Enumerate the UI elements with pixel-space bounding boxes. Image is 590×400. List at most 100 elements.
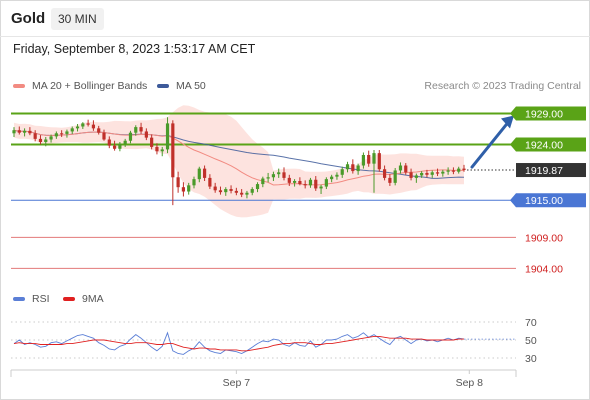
candle bbox=[255, 182, 260, 193]
bollinger-band-layer bbox=[14, 105, 464, 218]
candle bbox=[144, 128, 148, 141]
projection-arrow-head bbox=[501, 115, 514, 129]
candle-body bbox=[70, 128, 74, 132]
legend-rsi: RSI bbox=[13, 293, 50, 305]
candle bbox=[176, 171, 180, 193]
candle bbox=[128, 130, 133, 144]
candle bbox=[319, 184, 323, 194]
candle bbox=[425, 169, 429, 178]
level-tag-1 bbox=[510, 137, 586, 152]
candle-body bbox=[441, 171, 445, 174]
candle bbox=[356, 163, 360, 175]
candle bbox=[192, 176, 196, 189]
candle bbox=[372, 150, 376, 193]
candle bbox=[224, 187, 228, 196]
time-tick-label: Sep 7 bbox=[223, 377, 251, 389]
level-label-3: 1915.00 bbox=[525, 195, 563, 207]
candle-body bbox=[303, 184, 307, 186]
candle bbox=[367, 150, 371, 167]
candle bbox=[234, 187, 238, 196]
candle bbox=[49, 134, 53, 143]
candle-body bbox=[292, 180, 297, 183]
legend-ma20-swatch bbox=[13, 84, 25, 88]
level-label-5: 1904.00 bbox=[525, 263, 563, 275]
candle bbox=[351, 159, 355, 174]
candle bbox=[292, 179, 297, 187]
candle bbox=[17, 126, 21, 135]
candle-body bbox=[298, 180, 302, 185]
candle-body bbox=[425, 172, 429, 175]
candle-body bbox=[160, 149, 164, 152]
candle bbox=[303, 180, 307, 189]
candle bbox=[187, 182, 191, 195]
candle bbox=[462, 164, 466, 172]
candle-body bbox=[277, 172, 281, 175]
candle-body bbox=[351, 164, 355, 172]
candle-body bbox=[330, 176, 334, 180]
candle-body bbox=[372, 153, 376, 164]
candle bbox=[208, 174, 212, 190]
candle-body bbox=[202, 168, 207, 178]
legend-9ma: 9MA bbox=[63, 293, 104, 305]
candle-body bbox=[314, 179, 318, 189]
candle-body bbox=[22, 130, 27, 133]
candle bbox=[139, 122, 143, 134]
candle-body bbox=[287, 177, 291, 183]
candle-body bbox=[171, 123, 175, 178]
candle-body bbox=[97, 128, 101, 133]
candle bbox=[65, 129, 69, 138]
candle bbox=[414, 173, 418, 183]
current-price-tag bbox=[516, 163, 586, 178]
candle-body bbox=[33, 133, 37, 139]
rsi-tick-label: 70 bbox=[525, 317, 537, 329]
candle bbox=[314, 176, 318, 191]
timeframe-badge[interactable]: 30 MIN bbox=[51, 8, 104, 30]
time-axis: Sep 7 Sep 8 bbox=[10, 369, 517, 389]
projection-arrow-shaft bbox=[470, 120, 510, 169]
candle-body bbox=[250, 189, 254, 193]
candle bbox=[250, 187, 254, 196]
candle bbox=[271, 171, 276, 181]
candle-body bbox=[446, 170, 450, 172]
candle bbox=[213, 182, 217, 193]
candle bbox=[441, 169, 445, 177]
candle-body bbox=[112, 145, 117, 149]
instrument-title: Gold bbox=[11, 10, 46, 27]
legend-9ma-swatch bbox=[63, 297, 75, 301]
candle bbox=[240, 189, 244, 198]
candle bbox=[409, 168, 413, 181]
candle bbox=[245, 190, 249, 199]
legend-9ma-label: 9MA bbox=[82, 293, 104, 305]
candle bbox=[345, 161, 350, 173]
candle-body bbox=[308, 179, 313, 186]
candle bbox=[218, 186, 223, 195]
candle-body bbox=[266, 177, 270, 179]
candle bbox=[330, 174, 334, 183]
legend-rsi-label: RSI bbox=[32, 293, 50, 305]
candle-body bbox=[181, 187, 186, 192]
current-price-label: 1919.87 bbox=[525, 165, 563, 177]
projection-layer bbox=[470, 115, 514, 169]
candle-body bbox=[139, 127, 143, 132]
candle bbox=[81, 122, 85, 129]
candle bbox=[298, 177, 302, 186]
candle-body bbox=[12, 130, 16, 134]
candle-body bbox=[414, 175, 418, 178]
candles-layer bbox=[12, 117, 466, 206]
candle bbox=[202, 165, 207, 181]
candle-body bbox=[49, 136, 53, 140]
time-tick-label: Sep 8 bbox=[456, 377, 484, 389]
candle bbox=[435, 168, 440, 177]
candle-body bbox=[44, 139, 48, 142]
candle-body bbox=[86, 123, 90, 125]
candle-body bbox=[382, 169, 387, 178]
candle-body bbox=[435, 172, 440, 174]
legend-ma50: MA 50 bbox=[157, 80, 206, 92]
candle-body bbox=[271, 174, 276, 178]
candle bbox=[308, 177, 313, 188]
candle-body bbox=[335, 174, 339, 177]
candle-body bbox=[240, 192, 244, 195]
candle-body bbox=[17, 130, 21, 133]
candle bbox=[44, 137, 48, 147]
